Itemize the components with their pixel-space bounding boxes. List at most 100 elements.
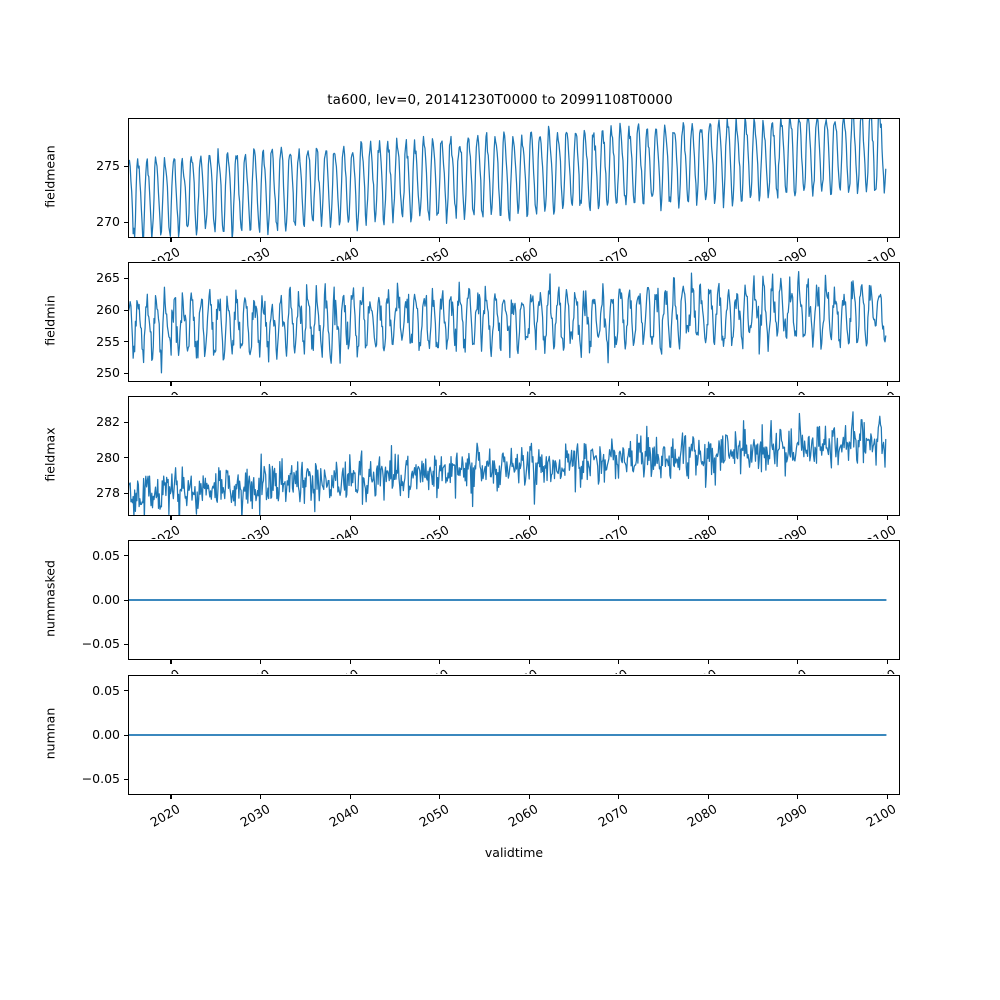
- x-tick-label: 2100: [863, 801, 899, 830]
- plot-line-fieldmax: [129, 397, 899, 515]
- y-axis-label-numnan: numnan: [42, 707, 58, 760]
- y-tick-mark: [124, 421, 128, 424]
- x-tick-mark: [707, 382, 709, 386]
- y-tick-mark: [124, 221, 128, 223]
- x-tick-label: 2040: [326, 801, 362, 830]
- y-tick-mark: [124, 778, 128, 780]
- x-tick-mark: [618, 238, 620, 242]
- plot-line-numnan: [129, 676, 899, 794]
- x-tick-mark: [618, 660, 620, 664]
- x-tick-mark: [618, 516, 620, 520]
- x-tick-label: 2020: [147, 801, 183, 830]
- x-tick-mark: [886, 382, 889, 386]
- figure-title: ta600, lev=0, 20141230T0000 to 20991108T…: [327, 92, 673, 108]
- x-tick-mark: [528, 238, 530, 242]
- x-tick-label: 2080: [684, 801, 720, 830]
- x-tick-mark: [439, 795, 441, 799]
- subplot-fieldmean: [128, 118, 900, 238]
- y-tick-label: −0.05: [81, 771, 120, 787]
- x-tick-mark: [797, 795, 799, 799]
- x-axis-label: validtime: [484, 845, 544, 860]
- y-tick-label: 260: [96, 302, 120, 317]
- y-tick-label: 270: [96, 214, 120, 230]
- x-tick-mark: [886, 795, 889, 799]
- x-tick-label: 2090: [774, 801, 810, 830]
- plot-line-fieldmin: [129, 263, 899, 381]
- y-axis-label-fieldmean: fieldmean: [42, 145, 58, 208]
- subplot-fieldmin: [128, 262, 900, 382]
- plot-line-nummasked: [129, 541, 899, 659]
- x-tick-mark: [349, 795, 351, 799]
- x-tick-mark: [349, 516, 351, 520]
- x-tick-label: 2070: [595, 801, 631, 830]
- x-tick-mark: [797, 238, 799, 242]
- y-tick-label: 255: [96, 333, 120, 349]
- x-tick-mark: [886, 660, 889, 664]
- x-tick-label: 2050: [416, 801, 452, 830]
- x-tick-mark: [439, 660, 441, 664]
- x-tick-mark: [439, 516, 441, 520]
- x-tick-mark: [260, 795, 262, 799]
- x-tick-mark: [170, 238, 172, 242]
- x-tick-mark: [260, 516, 262, 520]
- x-tick-mark: [260, 660, 262, 664]
- y-tick-mark: [124, 643, 128, 645]
- subplot-numnan: [128, 675, 900, 795]
- y-tick-label: 278: [96, 485, 120, 501]
- y-tick-label: 265: [96, 270, 120, 286]
- y-tick-mark: [124, 492, 128, 494]
- y-tick-mark: [124, 555, 128, 557]
- y-tick-mark: [124, 277, 128, 279]
- x-tick-mark: [618, 382, 620, 386]
- x-tick-label: 2060: [505, 801, 541, 830]
- x-tick-mark: [349, 660, 351, 664]
- y-tick-label: 282: [96, 414, 120, 430]
- subplot-nummasked: [128, 540, 900, 660]
- y-tick-mark: [124, 599, 128, 601]
- x-tick-mark: [707, 660, 709, 664]
- x-tick-mark: [707, 795, 709, 799]
- x-tick-mark: [618, 795, 620, 799]
- y-tick-mark: [124, 690, 128, 692]
- y-tick-mark: [124, 341, 128, 343]
- y-tick-label: 250: [96, 365, 120, 381]
- x-tick-mark: [170, 660, 172, 664]
- y-tick-label: 0.05: [92, 682, 120, 698]
- x-tick-mark: [170, 795, 172, 799]
- y-tick-mark: [124, 165, 128, 167]
- x-tick-mark: [260, 238, 262, 242]
- x-tick-mark: [528, 795, 530, 799]
- x-tick-mark: [439, 382, 441, 386]
- x-tick-mark: [170, 516, 172, 520]
- x-tick-mark: [797, 382, 799, 386]
- y-tick-mark: [124, 309, 128, 311]
- x-tick-mark: [260, 382, 262, 386]
- y-tick-label: 0.00: [92, 727, 120, 742]
- y-tick-mark: [124, 734, 128, 736]
- x-tick-mark: [707, 516, 709, 520]
- x-tick-mark: [707, 238, 709, 242]
- x-tick-mark: [797, 516, 799, 520]
- subplot-fieldmax: [128, 396, 900, 516]
- y-tick-label: 0.05: [92, 547, 120, 563]
- x-tick-mark: [528, 516, 530, 520]
- y-tick-label: 0.00: [92, 592, 120, 607]
- x-tick-mark: [349, 238, 351, 242]
- y-tick-mark: [124, 457, 128, 459]
- y-tick-mark: [124, 372, 128, 374]
- y-tick-label: 275: [96, 158, 120, 174]
- x-tick-mark: [886, 238, 889, 242]
- x-tick-label: 2030: [236, 801, 273, 830]
- x-tick-mark: [349, 382, 351, 386]
- plot-line-fieldmean: [129, 119, 899, 237]
- y-axis-label-fieldmax: fieldmax: [42, 427, 58, 482]
- x-tick-mark: [886, 516, 889, 520]
- x-tick-mark: [439, 238, 441, 242]
- y-tick-label: −0.05: [81, 636, 120, 652]
- x-tick-mark: [797, 660, 799, 664]
- y-tick-label: 280: [96, 449, 120, 465]
- x-tick-mark: [528, 660, 530, 664]
- x-tick-mark: [528, 382, 530, 386]
- x-tick-mark: [170, 382, 172, 386]
